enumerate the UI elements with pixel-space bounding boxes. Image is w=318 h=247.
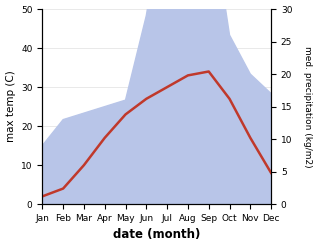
Y-axis label: max temp (C): max temp (C) <box>5 71 16 143</box>
X-axis label: date (month): date (month) <box>113 228 200 242</box>
Y-axis label: med. precipitation (kg/m2): med. precipitation (kg/m2) <box>303 46 313 167</box>
